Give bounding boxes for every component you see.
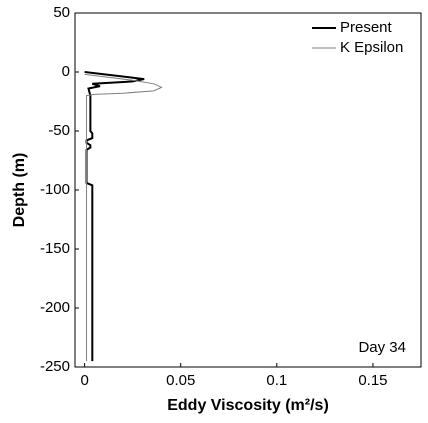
y-axis-label: Depth (m) [11, 153, 28, 228]
legend-label: K Epsilon [340, 39, 403, 56]
data-line [84, 73, 163, 362]
legend-label: Present [340, 19, 393, 36]
data-line [84, 71, 145, 362]
y-tick-label: -200 [40, 299, 70, 316]
y-tick-label: 50 [53, 4, 70, 21]
y-tick-label: 0 [62, 63, 70, 80]
x-axis-label: Eddy Viscosity (m²/s) [167, 397, 329, 414]
y-tick-label: -50 [48, 122, 70, 139]
x-tick-label: 0.05 [166, 372, 195, 389]
x-tick-label: 0 [80, 372, 88, 389]
y-tick-label: -250 [40, 358, 70, 375]
annotation: Day 34 [358, 339, 406, 356]
plot-frame [74, 12, 422, 368]
x-tick-label: 0.15 [358, 372, 387, 389]
y-tick-label: -150 [40, 240, 70, 257]
x-tick-label: 0.1 [266, 372, 287, 389]
y-tick-label: -100 [40, 181, 70, 198]
